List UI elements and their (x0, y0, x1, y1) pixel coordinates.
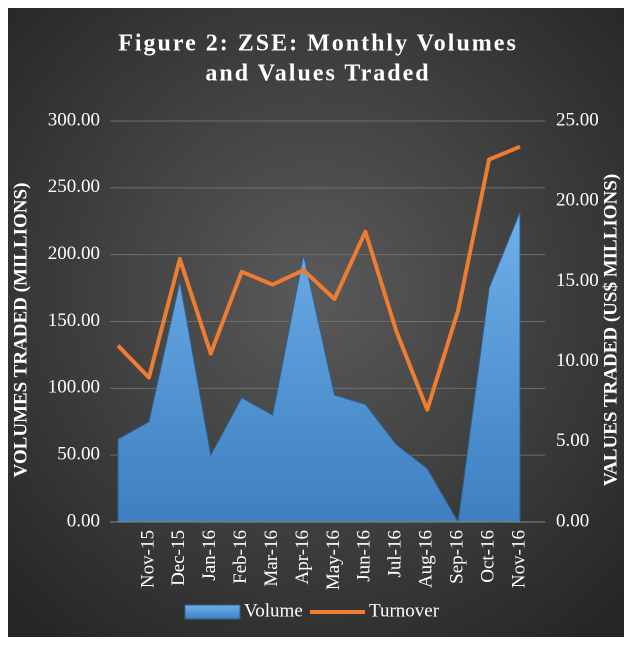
chart-title: Figure 2: ZSE: Monthly Volumes (118, 31, 518, 57)
area (117, 211, 521, 524)
line (116, 144, 521, 412)
x-tick-label: Oct-16 (477, 530, 498, 583)
y-tick-label: 150.00 (48, 310, 100, 331)
x-tick-label: Nov-15 (137, 530, 158, 588)
x-tick-label: Dec-15 (168, 530, 189, 586)
y2-tick-label: 25.00 (556, 109, 599, 130)
y-tick-label: 300.00 (48, 109, 100, 130)
y-tick-label: 100.00 (48, 377, 100, 398)
chart-title: and Values Traded (205, 61, 430, 87)
legend-label: Volume (244, 600, 303, 621)
y2-tick-label: 0.00 (556, 510, 589, 531)
y2-tick-label: 10.00 (556, 350, 599, 371)
y2-tick-label: 20.00 (556, 190, 599, 211)
x-tick-label: Jun-16 (354, 530, 375, 582)
x-tick-label: Nov-16 (508, 530, 529, 588)
y-tick-label: 250.00 (48, 176, 100, 197)
y-axis-title: VOLUMES TRADED (MILLIONS) (10, 183, 31, 478)
y-tick-label: 50.00 (57, 444, 100, 465)
y2-tick-label: 5.00 (556, 430, 589, 451)
x-tick-label: Sep-16 (447, 530, 468, 584)
x-tick-label: Apr-16 (292, 530, 313, 585)
x-tick-label: Jul-16 (385, 530, 406, 578)
x-tick-label: Mar-16 (261, 530, 282, 587)
x-tick-label: Aug-16 (416, 530, 437, 588)
y-tick-label: 200.00 (48, 243, 100, 264)
legend-label: Turnover (369, 600, 440, 621)
legend-swatch (184, 604, 241, 620)
x-tick-label: May-16 (323, 530, 344, 590)
y-tick-label: 0.00 (67, 510, 100, 531)
x-tick-label: Feb-16 (230, 530, 251, 584)
y2-axis-title: VALUES TRADED (US$ MILLIONS) (600, 174, 621, 486)
y2-tick-label: 15.00 (556, 270, 599, 291)
x-tick-label: Jan-16 (199, 530, 220, 581)
